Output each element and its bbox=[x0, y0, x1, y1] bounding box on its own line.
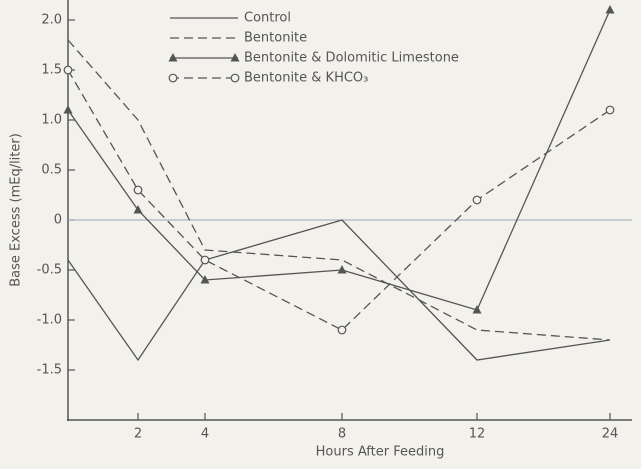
marker bbox=[133, 205, 143, 214]
y-tick-label: -1.0 bbox=[37, 313, 62, 328]
legend-label: Bentonite bbox=[244, 31, 307, 46]
x-tick-label: 12 bbox=[469, 427, 486, 442]
y-tick-label: -0.5 bbox=[37, 263, 62, 278]
marker bbox=[200, 275, 210, 284]
y-tick-label: 1.0 bbox=[41, 113, 62, 128]
series-line bbox=[67, 219, 611, 362]
y-tick-label: 1.5 bbox=[41, 63, 62, 78]
legend-label: Bentonite & KHCO₃ bbox=[244, 71, 368, 86]
marker bbox=[472, 305, 482, 314]
marker bbox=[230, 73, 240, 83]
marker bbox=[472, 195, 482, 205]
y-axis-label: Base Excess (mEq/liter) bbox=[9, 133, 24, 287]
x-tick-label: 4 bbox=[201, 427, 209, 442]
marker bbox=[337, 325, 347, 335]
marker bbox=[200, 255, 210, 265]
x-tick-label: 8 bbox=[338, 427, 346, 442]
marker bbox=[168, 53, 178, 62]
series-line bbox=[67, 9, 611, 311]
x-tick-label: 2 bbox=[134, 427, 142, 442]
legend-label: Control bbox=[244, 11, 291, 26]
series-line bbox=[67, 39, 611, 341]
marker bbox=[168, 73, 178, 83]
y-tick-label: -1.5 bbox=[37, 363, 62, 378]
marker bbox=[63, 65, 73, 75]
marker bbox=[605, 5, 615, 14]
marker bbox=[337, 265, 347, 274]
y-tick-label: 2.0 bbox=[41, 13, 62, 28]
y-tick-label: 0.5 bbox=[41, 163, 62, 178]
marker bbox=[133, 185, 143, 195]
marker bbox=[605, 105, 615, 115]
y-tick-label: 0 bbox=[54, 213, 62, 228]
x-tick-label: 24 bbox=[602, 427, 619, 442]
marker bbox=[63, 105, 73, 114]
series-line bbox=[67, 69, 611, 331]
legend-label: Bentonite & Dolomitic Limestone bbox=[244, 51, 459, 66]
x-axis-label: Hours After Feeding bbox=[316, 445, 445, 460]
marker bbox=[230, 53, 240, 62]
